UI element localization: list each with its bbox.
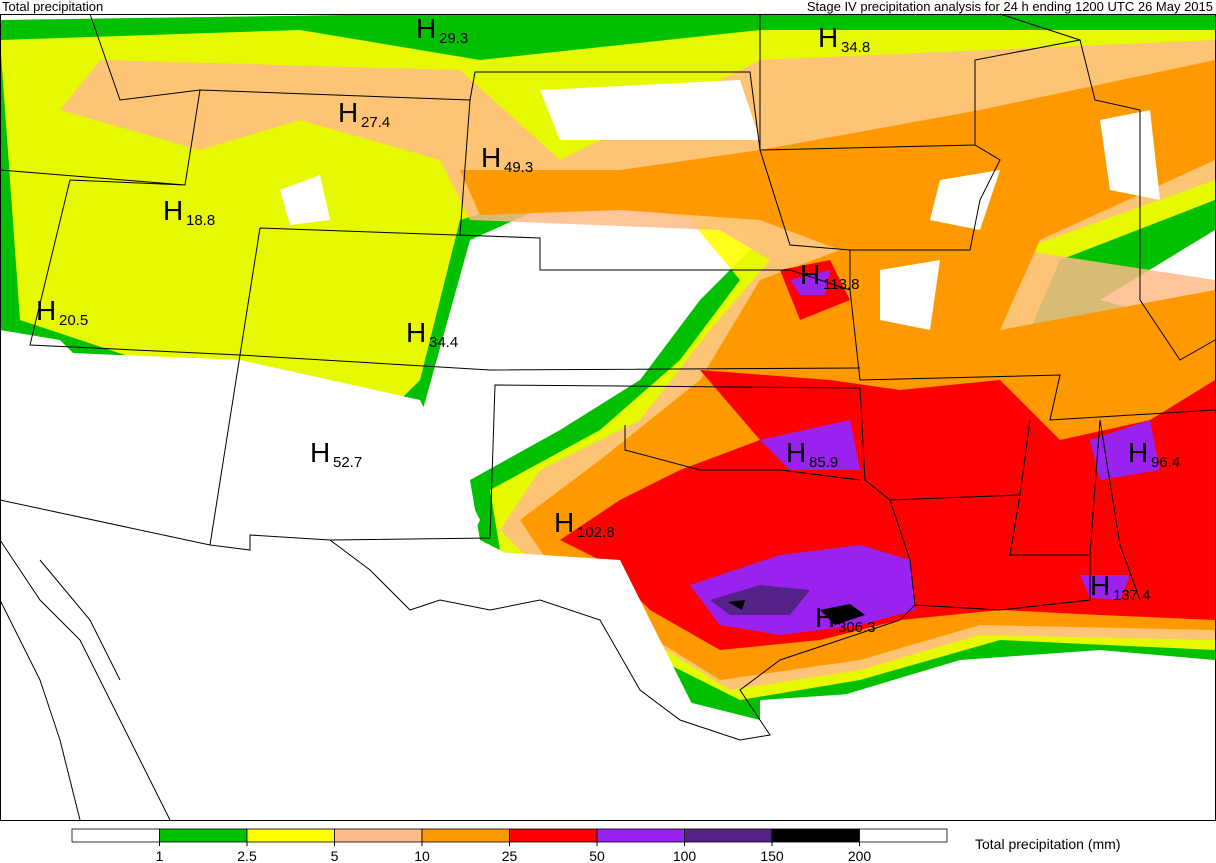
max-value: 27.4 [361,114,390,131]
max-value: 102.8 [577,524,615,541]
maxima-labels: H 29.3 H 34.8H 27.4H 49.3H 18.8H 20.5 H 34.4H 113.… [36,13,1180,636]
header-left: Total precipitation [2,0,103,14]
legend-tick-label: 10 [414,848,430,863]
max-marker: H [310,437,330,468]
legend-swatch [159,828,248,843]
legend-swatch [859,828,948,843]
max-marker: H [818,22,838,53]
legend-swatch [509,828,598,843]
max-marker: H [416,13,436,44]
legend-tick-label: 5 [331,848,339,863]
legend-swatch [246,828,335,843]
legend-swatch [596,828,685,843]
max-value: 18.8 [186,212,215,229]
max-marker: H [481,142,501,173]
header-right: Stage IV precipitation analysis for 24 h… [807,0,1213,14]
max-value: 306.3 [838,619,876,636]
max-value: 34.8 [841,39,870,56]
legend-tick-label: 100 [673,848,697,863]
max-value: 85.9 [809,454,838,471]
max-marker: H [815,602,835,633]
max-marker: H [406,317,426,348]
max-marker: H [36,295,56,326]
max-marker: H [786,437,806,468]
max-marker: H [800,259,820,290]
max-value: 49.3 [504,159,533,176]
legend-swatch [771,828,860,843]
max-value: 137.4 [1113,587,1151,604]
legend-tick-label: 2.5 [237,848,257,863]
legend-tick-label: 200 [848,848,872,863]
legend-swatch [334,828,423,843]
max-value: 29.3 [439,30,468,47]
legend-tick-label: 1 [156,848,164,863]
max-value: 34.4 [429,334,458,351]
legend-swatch [421,828,510,843]
legend-title: Total precipitation (mm) [975,836,1121,852]
max-marker: H [163,195,183,226]
precipitation-field [0,14,1215,820]
legend-tick-label: 50 [589,848,605,863]
max-value: 52.7 [333,454,362,471]
legend: 1 2.5 5 10 25 50 100 150 200 [71,828,948,863]
max-marker: H [338,97,358,128]
legend-swatch [71,828,160,843]
legend-tick-label: 150 [760,848,784,863]
legend-tick-label: 25 [502,848,518,863]
max-value: 113.8 [823,276,859,293]
max-marker: H [1090,570,1110,601]
max-value: 20.5 [59,312,88,329]
legend-swatch [684,828,773,843]
max-marker: H [1128,437,1148,468]
max-value: 96.4 [1151,454,1180,471]
max-marker: H [554,507,574,538]
